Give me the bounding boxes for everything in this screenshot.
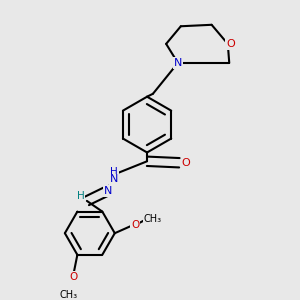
Text: N: N <box>174 58 182 68</box>
Text: H: H <box>110 167 118 177</box>
Text: O: O <box>226 39 235 49</box>
Text: O: O <box>131 220 139 230</box>
Text: CH₃: CH₃ <box>60 290 78 300</box>
Text: O: O <box>69 272 77 282</box>
Text: H: H <box>76 190 84 201</box>
Text: N: N <box>104 186 112 196</box>
Text: N: N <box>110 175 118 184</box>
Text: O: O <box>182 158 190 168</box>
Text: CH₃: CH₃ <box>144 214 162 224</box>
